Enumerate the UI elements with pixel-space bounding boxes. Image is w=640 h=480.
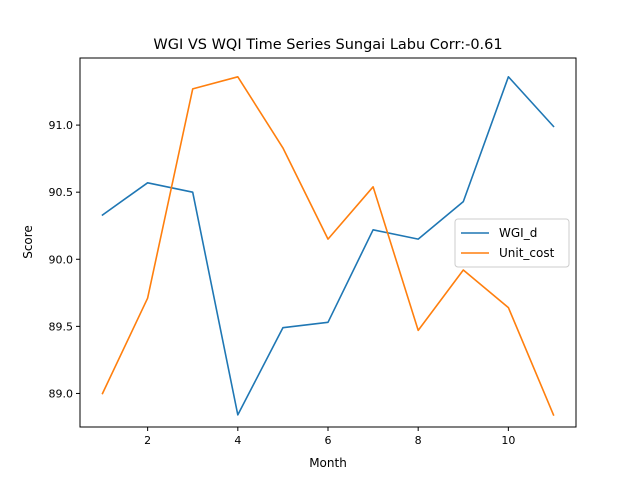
y-axis-ticks: 89.0 89.5 90.0 90.5 91.0: [49, 119, 80, 400]
x-tick-label: 6: [325, 434, 332, 447]
series-line-unit-cost: [101, 76, 555, 416]
x-axis-ticks: 2 4 6 8 10: [144, 427, 515, 447]
y-tick-label: 90.0: [49, 253, 74, 266]
chart-title: WGI VS WQI Time Series Sungai Labu Corr:…: [153, 37, 502, 53]
x-axis-label: Month: [309, 456, 347, 470]
x-tick-label: 8: [415, 434, 422, 447]
x-tick-label: 10: [501, 434, 515, 447]
legend-label: Unit_cost: [499, 246, 555, 260]
legend-label: WGI_d: [499, 226, 537, 240]
y-tick-label: 89.5: [49, 320, 74, 333]
x-tick-label: 2: [144, 434, 151, 447]
y-axis-label: Score: [21, 225, 35, 259]
plot-series: [101, 76, 555, 416]
y-tick-label: 91.0: [49, 119, 74, 132]
legend-box: [454, 218, 570, 268]
legend: WGI_d Unit_cost: [454, 218, 570, 268]
y-tick-label: 89.0: [49, 387, 74, 400]
series-line-wgi-d: [101, 76, 555, 416]
x-tick-label: 4: [234, 434, 241, 447]
y-tick-label: 90.5: [49, 186, 74, 199]
